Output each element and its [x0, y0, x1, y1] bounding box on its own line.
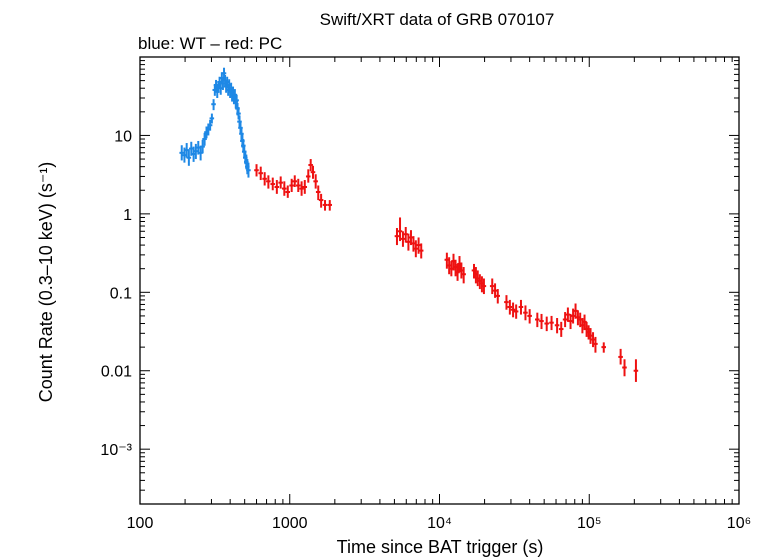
- data-point: [565, 307, 571, 322]
- data-point: [539, 313, 544, 330]
- data-point: [554, 318, 560, 334]
- data-point: [289, 178, 294, 193]
- data-point: [622, 359, 627, 377]
- y-tick-label: 1: [123, 207, 132, 224]
- data-point: [202, 132, 207, 146]
- data-point: [394, 228, 400, 246]
- data-point: [292, 175, 297, 188]
- data-point: [200, 139, 205, 154]
- data-point: [211, 99, 216, 111]
- series-pc: [254, 159, 639, 382]
- x-tick-label: 100: [127, 515, 154, 532]
- data-point: [270, 177, 275, 191]
- data-point: [461, 267, 466, 284]
- data-point: [406, 233, 411, 251]
- data-point: [527, 309, 532, 324]
- data-point: [633, 359, 639, 382]
- data-point: [504, 295, 509, 310]
- y-tick-label: 0.1: [110, 285, 132, 302]
- data-point: [179, 145, 184, 161]
- data-point: [278, 176, 283, 189]
- data-point: [318, 193, 324, 208]
- data-point: [207, 119, 213, 131]
- axis-tick-labels: 100 1000 10⁴ 10⁵ 10⁶ 10 1 0.1 0.01 10⁻³: [100, 128, 751, 532]
- data-point: [305, 169, 311, 183]
- data-point: [295, 178, 301, 193]
- data-point: [327, 200, 332, 211]
- data-point: [285, 185, 291, 198]
- axis-ticks: [139, 56, 740, 505]
- data-point: [258, 166, 263, 181]
- chart-subtitle: blue: WT – red: PC: [138, 34, 282, 53]
- data-point: [315, 185, 321, 201]
- y-tick-label: 10⁻³: [100, 442, 132, 459]
- data-point: [266, 175, 271, 189]
- plot-frame: [139, 56, 740, 505]
- data-point: [492, 283, 498, 298]
- data-point: [588, 328, 593, 344]
- y-tick-label: 10: [114, 128, 132, 145]
- x-axis-label: Time since BAT trigger (s): [337, 537, 544, 557]
- data-point: [186, 149, 192, 166]
- data-point: [254, 164, 259, 177]
- data-point: [593, 336, 598, 353]
- data-point: [246, 162, 251, 178]
- data-point: [400, 231, 406, 247]
- data-point: [397, 217, 403, 242]
- data-point: [221, 67, 227, 80]
- data-point: [418, 243, 424, 259]
- data-point: [507, 299, 513, 315]
- data-point: [313, 174, 318, 189]
- data-point: [481, 278, 487, 295]
- data-point: [549, 315, 554, 331]
- data-point: [302, 180, 308, 194]
- data-point: [274, 180, 280, 194]
- data-point: [562, 312, 568, 328]
- data-point: [308, 159, 313, 172]
- data-point: [535, 312, 540, 328]
- data-point: [403, 227, 408, 243]
- data-point: [495, 289, 501, 304]
- data-point: [510, 302, 516, 318]
- data-point: [618, 348, 623, 365]
- data-point: [489, 278, 495, 295]
- data-point: [601, 342, 606, 353]
- x-tick-label: 1000: [272, 515, 308, 532]
- data-point: [282, 181, 287, 196]
- chart-title: Swift/XRT data of GRB 070107: [320, 10, 555, 29]
- data-point: [513, 304, 519, 319]
- y-tick-label: 0.01: [101, 364, 132, 381]
- y-axis-label: Count Rate (0.3–10 keV) (s⁻¹): [36, 162, 56, 403]
- x-tick-label: 10⁴: [427, 515, 452, 532]
- data-point: [558, 321, 564, 337]
- x-tick-label: 10⁶: [727, 515, 751, 532]
- data-point: [523, 305, 528, 321]
- data-point: [518, 299, 524, 315]
- data-point: [262, 172, 267, 186]
- data-series: [179, 67, 639, 382]
- data-point: [416, 237, 421, 254]
- data-point: [310, 165, 316, 179]
- data-point: [209, 113, 215, 124]
- x-tick-label: 10⁵: [577, 515, 601, 532]
- data-point: [544, 316, 549, 332]
- data-point: [413, 240, 419, 258]
- data-point: [299, 181, 304, 196]
- data-point: [568, 313, 573, 330]
- data-point: [322, 200, 328, 211]
- series-wt: [179, 67, 251, 178]
